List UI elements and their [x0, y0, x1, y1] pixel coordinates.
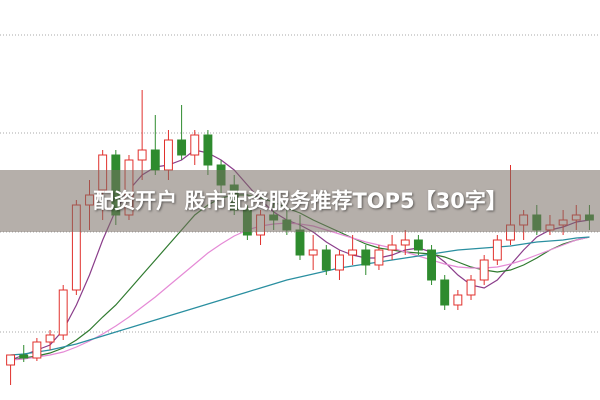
candle-body: [137, 149, 147, 161]
candle-body: [150, 149, 160, 171]
candle-body: [453, 294, 463, 306]
candle-body: [440, 279, 450, 306]
candle-body: [32, 341, 42, 359]
candle-body: [203, 134, 213, 166]
candle-body: [361, 249, 371, 266]
candle-body: [308, 249, 318, 256]
candle-body: [190, 134, 200, 156]
banner: [0, 170, 600, 232]
candle-body: [6, 354, 16, 366]
candle-body: [45, 334, 55, 343]
candle-body: [492, 239, 502, 261]
candle-body: [295, 229, 305, 256]
candle-body: [58, 289, 68, 336]
candle-body: [348, 249, 358, 256]
candle-body: [427, 249, 437, 281]
banner-title: 配资开户 股市配资服务推荐TOP5【30字】: [93, 189, 507, 213]
candle-body: [466, 279, 476, 296]
candle-body: [321, 249, 331, 271]
candle-body: [19, 354, 29, 359]
candle-body: [400, 239, 410, 246]
candle-body: [335, 254, 344, 271]
candle-body: [413, 239, 423, 251]
candle-body: [387, 244, 397, 251]
candle-body: [374, 249, 384, 266]
candle-body: [177, 139, 187, 156]
candle-body: [479, 259, 489, 281]
candle-body: [163, 139, 173, 171]
